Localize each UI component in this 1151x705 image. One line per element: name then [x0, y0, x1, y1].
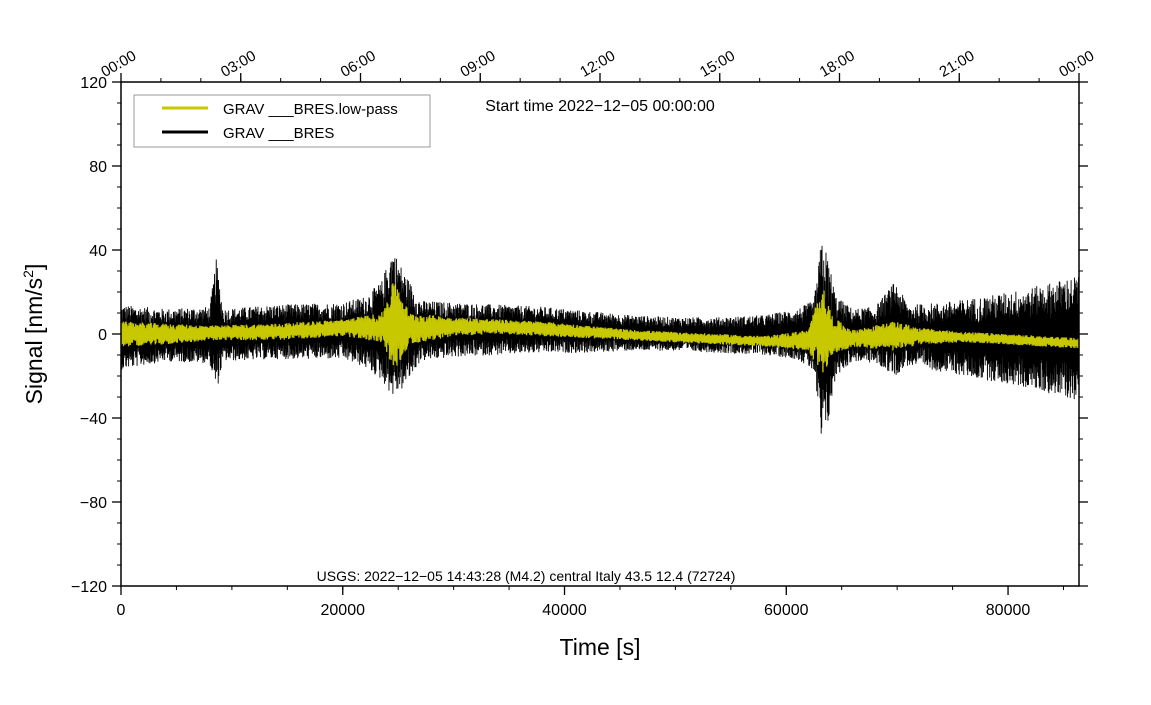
- y-tick-label: −40: [80, 411, 107, 428]
- y-axis-label-tail: ]: [21, 264, 47, 270]
- top-tick-label: 00:00: [1056, 47, 1097, 80]
- y-tick-label: 120: [80, 75, 107, 92]
- y-axis-label-superscript: 2: [20, 270, 36, 278]
- y-tick-label: −80: [80, 495, 107, 512]
- top-tick-label: 18:00: [817, 47, 858, 80]
- y-tick-label: 0: [98, 327, 107, 344]
- legend: GRAV ___BRES.low-pass GRAV ___BRES: [133, 94, 431, 148]
- top-tick-label: 09:00: [457, 47, 498, 80]
- trace-raw: [121, 245, 1079, 434]
- event-annotation: USGS: 2022−12−05 14:43:28 (M4.2) central…: [317, 568, 736, 584]
- legend-label-raw: GRAV ___BRES: [223, 125, 334, 142]
- y-axis-label-main: Signal [nm/s: [21, 278, 47, 405]
- top-tick-label: 21:00: [936, 47, 977, 80]
- x-axis-label: Time [s]: [560, 634, 641, 660]
- top-tick-label: 06:00: [338, 47, 379, 80]
- x-tick-label: 0: [117, 602, 126, 619]
- y-tick-label: 80: [89, 159, 107, 176]
- x-tick-label: 60000: [764, 602, 809, 619]
- trace-layer: [121, 245, 1079, 434]
- x-tick-label: 20000: [321, 602, 366, 619]
- legend-label-low-pass: GRAV ___BRES.low-pass: [223, 101, 398, 118]
- start-time-annotation: Start time 2022−12−05 00:00:00: [485, 98, 715, 115]
- top-tick-label: 03:00: [218, 47, 259, 80]
- x-tick-label: 80000: [986, 602, 1031, 619]
- x-tick-label: 40000: [542, 602, 587, 619]
- top-tick-label: 15:00: [697, 47, 738, 80]
- top-tick-label: 12:00: [577, 47, 618, 80]
- y-tick-label: −120: [71, 579, 107, 596]
- y-tick-label: 40: [89, 243, 107, 260]
- trace-low-pass: [121, 283, 1079, 373]
- legend-box: [133, 94, 431, 148]
- y-axis-label: Signal [nm/s2]: [20, 264, 47, 405]
